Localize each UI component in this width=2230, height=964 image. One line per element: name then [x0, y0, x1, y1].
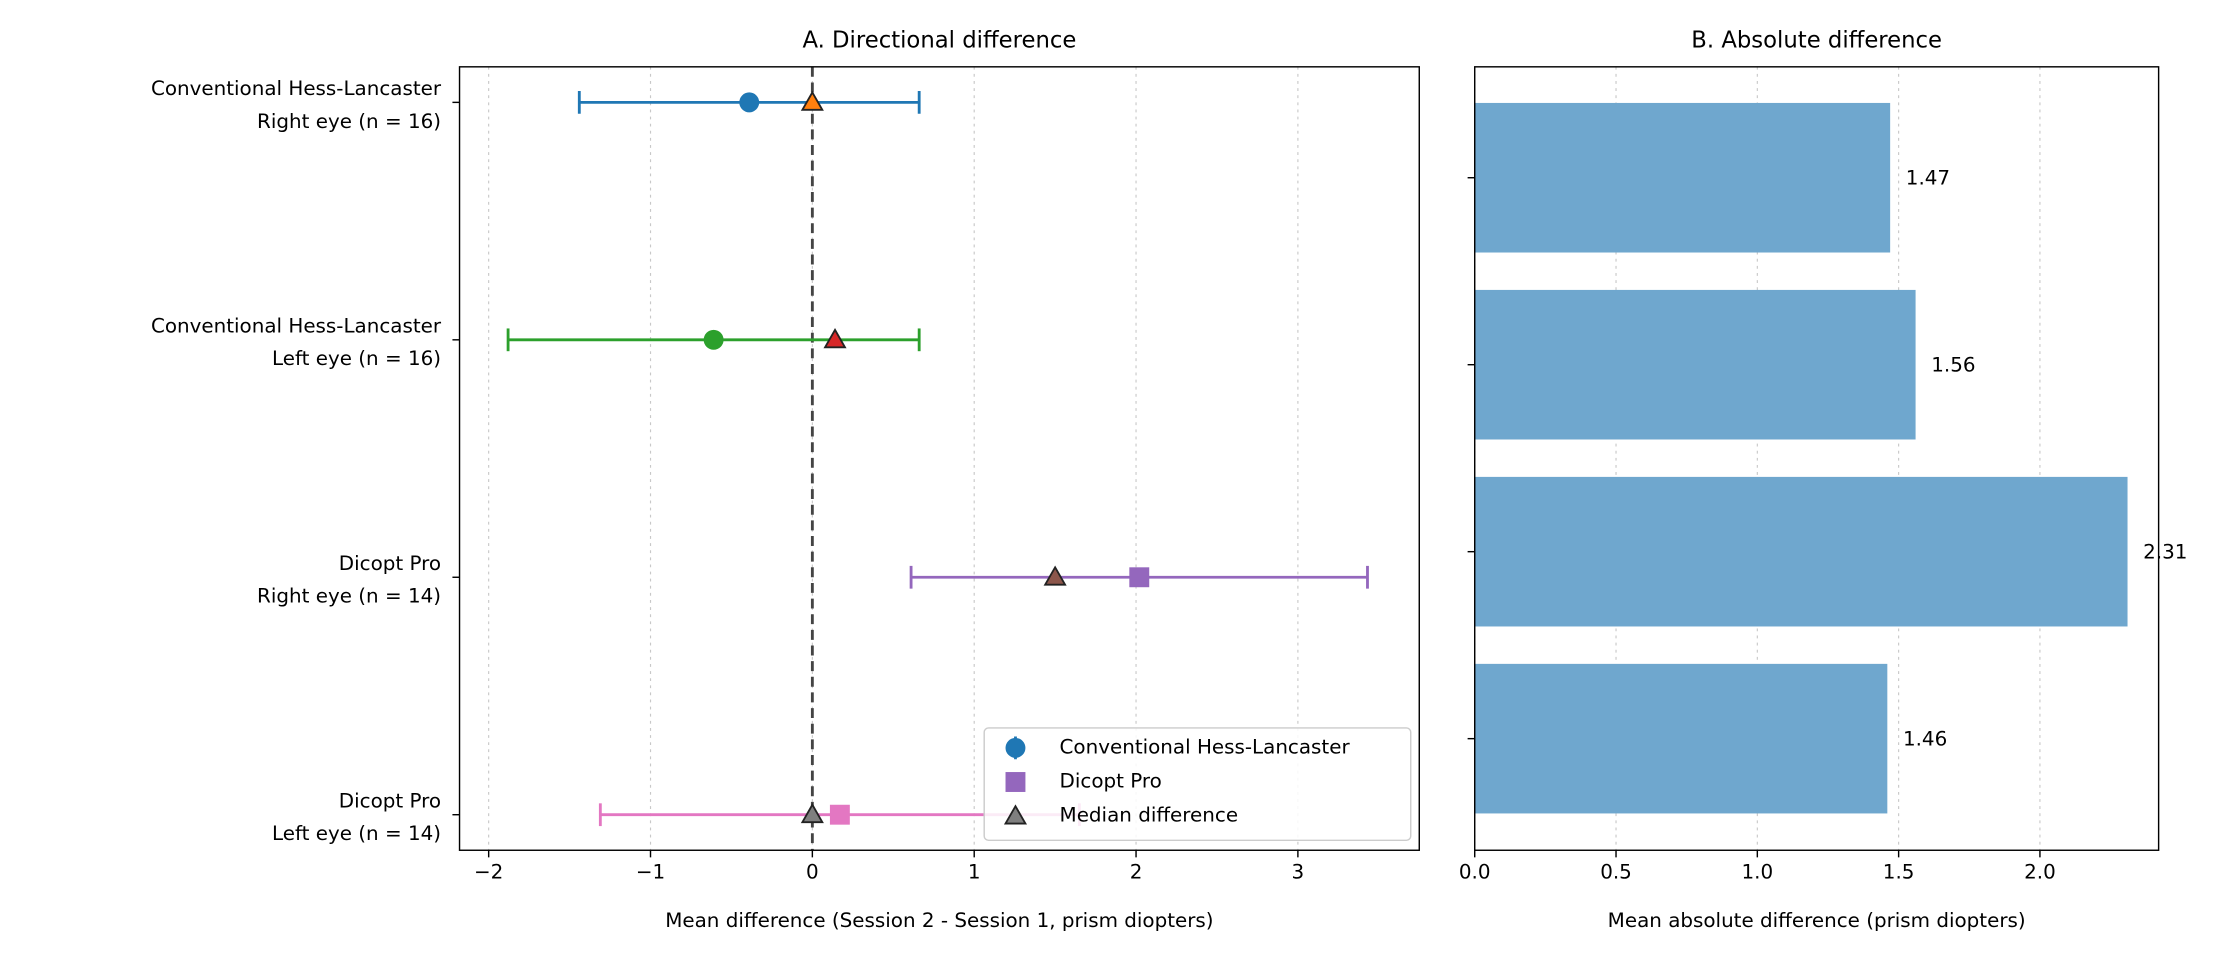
- x-tick-label: −1: [636, 861, 665, 884]
- legend-marker: [1005, 772, 1026, 792]
- chart-title: A. Directional difference: [802, 28, 1076, 54]
- y-tick-label: Dicopt Pro: [339, 552, 441, 575]
- y-tick-label: Right eye (n = 14): [257, 585, 441, 608]
- mean-marker: [829, 804, 850, 825]
- legend-label: Dicopt Pro: [1060, 770, 1162, 793]
- mean-marker: [703, 329, 724, 350]
- x-tick-label: 1: [968, 861, 981, 884]
- median-marker: [800, 802, 824, 824]
- x-tick-label: 0: [806, 861, 819, 884]
- mean-marker: [739, 92, 760, 113]
- legend-label: Median difference: [1060, 804, 1239, 827]
- legend: Conventional Hess-Lancaster Dicopt Pro Med…: [983, 727, 1412, 842]
- bar: [1474, 476, 2128, 627]
- x-tick-label: 3: [1292, 861, 1305, 884]
- axes-frame: [1474, 66, 2160, 851]
- legend-box: [983, 727, 1412, 842]
- y-tick-label: Conventional Hess-Lancaster: [151, 77, 442, 100]
- legend-marker: [1003, 804, 1028, 825]
- x-tick-label: 1.0: [1742, 861, 1774, 884]
- median-marker: [1043, 565, 1067, 586]
- y-tick-label: Dicopt Pro: [339, 789, 441, 812]
- legend-marker: [1005, 737, 1026, 758]
- legend-label: Conventional Hess-Lancaster: [1060, 735, 1351, 758]
- y-tick-label: Conventional Hess-Lancaster: [151, 315, 442, 338]
- x-tick-label: 1.5: [1883, 861, 1915, 884]
- x-axis-label: Mean difference (Session 2 - Session 1, …: [665, 909, 1213, 932]
- x-tick-label: 0.5: [1600, 861, 1632, 884]
- mean-marker: [1129, 567, 1150, 588]
- chart-title: B. Absolute difference: [1691, 28, 1942, 54]
- bar-value-label: 1.56: [1931, 354, 1975, 377]
- bar: [1474, 663, 1888, 814]
- bar: [1474, 102, 1891, 253]
- x-tick-label: −2: [474, 861, 503, 884]
- axes-frame: [458, 66, 1420, 851]
- x-tick-label: 2.0: [2024, 861, 2056, 884]
- y-tick-label: Left eye (n = 16): [272, 347, 441, 370]
- bar: [1474, 289, 1916, 440]
- bar-value-label: 1.47: [1906, 167, 1950, 190]
- x-axis-label: Mean absolute difference (prism diopters…: [1608, 909, 2026, 932]
- median-marker: [823, 328, 847, 349]
- bar-value-label: 1.46: [1903, 728, 1947, 751]
- median-marker: [800, 90, 824, 111]
- x-tick-label: 2: [1130, 861, 1143, 884]
- y-tick-label: Right eye (n = 16): [257, 110, 441, 133]
- bar-value-label: 2.31: [2143, 541, 2187, 564]
- y-tick-label: Left eye (n = 14): [272, 822, 441, 845]
- x-tick-label: 0.0: [1459, 861, 1491, 884]
